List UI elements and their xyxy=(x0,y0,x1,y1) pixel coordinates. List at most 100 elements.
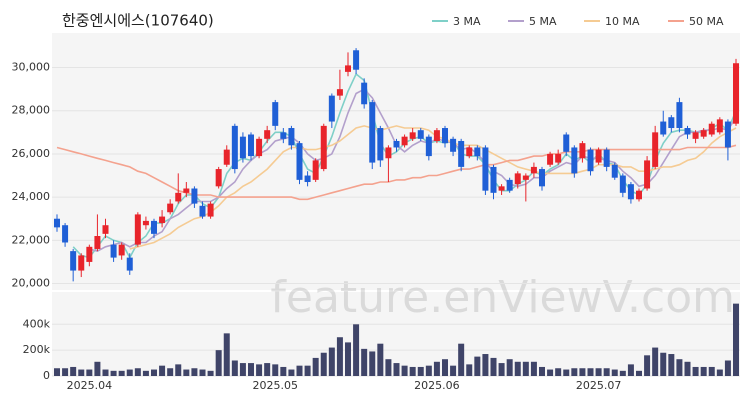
candle-body xyxy=(450,138,457,152)
x-tick-label: 2025.06 xyxy=(414,379,460,392)
candle-body xyxy=(644,160,651,189)
volume-bar xyxy=(54,368,60,376)
volume-bar xyxy=(409,366,416,376)
candle-body xyxy=(700,130,707,137)
candle-body xyxy=(547,153,554,165)
volume-bar xyxy=(433,361,440,376)
volume-bar xyxy=(142,370,149,376)
candle-body xyxy=(393,140,400,148)
volume-bar xyxy=(369,351,376,376)
volume-bar xyxy=(458,343,465,376)
candle-body xyxy=(304,175,311,183)
candle-body xyxy=(724,121,731,148)
candle-body xyxy=(636,190,642,200)
volume-bar xyxy=(636,370,642,376)
candle-body xyxy=(336,89,343,96)
volume-bar xyxy=(603,368,610,376)
volume-bar xyxy=(530,361,537,376)
volume-tick-label: 200k xyxy=(23,343,51,356)
candle-body xyxy=(385,147,392,159)
candle-body xyxy=(571,147,578,174)
candle-body xyxy=(312,160,319,180)
volume-bar xyxy=(514,361,521,376)
volume-bar xyxy=(248,363,254,376)
candle-body xyxy=(660,121,667,135)
volume-bar xyxy=(522,361,529,376)
candle-body xyxy=(280,132,287,139)
volume-bar xyxy=(547,369,554,376)
volume-bar xyxy=(183,369,190,376)
candle-body xyxy=(595,149,602,163)
candle-body xyxy=(708,123,715,135)
volume-panel xyxy=(52,292,740,376)
candle-body xyxy=(207,203,214,217)
legend-label: 10 MA xyxy=(605,15,640,28)
volume-bar xyxy=(102,369,109,376)
volume-bar xyxy=(733,303,739,376)
volume-bar xyxy=(377,343,384,376)
candle-body xyxy=(619,175,626,193)
volume-bar xyxy=(207,370,214,376)
volume-tick-label: 400k xyxy=(23,317,51,330)
candle-body xyxy=(110,244,117,258)
volume-bar xyxy=(199,369,206,376)
candle-body xyxy=(401,136,408,146)
volume-bar xyxy=(239,363,246,376)
candle-body xyxy=(530,166,537,174)
x-tick-label: 2025.07 xyxy=(576,379,622,392)
candle-body xyxy=(183,188,190,193)
candle-body xyxy=(248,134,254,157)
volume-bar xyxy=(498,363,505,376)
volume-bar xyxy=(692,366,699,376)
volume-bar xyxy=(506,359,513,376)
candle-body xyxy=(159,216,166,224)
volume-bar xyxy=(134,368,141,376)
candle-body xyxy=(288,128,295,146)
candle-body xyxy=(652,132,659,167)
volume-bar xyxy=(450,365,457,376)
volume-bar xyxy=(118,370,125,376)
volume-bar xyxy=(110,370,117,376)
candle-body xyxy=(86,246,93,262)
volume-bar xyxy=(86,369,93,376)
volume-bar xyxy=(272,364,279,376)
volume-bar xyxy=(425,365,432,376)
candle-body xyxy=(482,147,489,191)
volume-bar xyxy=(223,333,230,376)
candle-body xyxy=(272,102,279,126)
candle-body xyxy=(417,130,424,139)
volume-bar xyxy=(304,365,311,376)
volume-bar xyxy=(563,369,570,376)
candle-body xyxy=(684,128,691,135)
candle-body xyxy=(539,169,545,187)
volume-bar xyxy=(94,361,101,376)
candle-body xyxy=(555,153,562,163)
volume-bar xyxy=(571,368,578,376)
y-tick-label: 30,000 xyxy=(12,61,51,74)
x-tick-label: 2025.04 xyxy=(67,379,113,392)
volume-bar xyxy=(442,359,448,376)
candle-body xyxy=(442,128,448,144)
candle-body xyxy=(611,164,618,178)
volume-bar xyxy=(619,370,626,376)
candle-body xyxy=(118,244,125,256)
candle-body xyxy=(231,125,238,170)
watermark: feature.enViewV.com xyxy=(270,272,735,323)
volume-bar xyxy=(151,369,157,376)
candle-body xyxy=(676,102,683,129)
volume-bar xyxy=(312,357,319,376)
candle-body xyxy=(668,117,675,129)
candle-body xyxy=(425,136,432,157)
volume-bar xyxy=(353,324,360,376)
candle-body xyxy=(563,134,570,152)
volume-bar xyxy=(62,368,69,376)
candle-body xyxy=(62,225,69,243)
volume-bar xyxy=(296,365,303,376)
candle-body xyxy=(151,220,157,234)
volume-bar xyxy=(361,348,368,376)
volume-bar xyxy=(401,365,408,376)
candle-body xyxy=(692,132,699,139)
volume-bar xyxy=(644,355,651,376)
candle-body xyxy=(579,143,586,159)
volume-bar xyxy=(555,368,562,376)
